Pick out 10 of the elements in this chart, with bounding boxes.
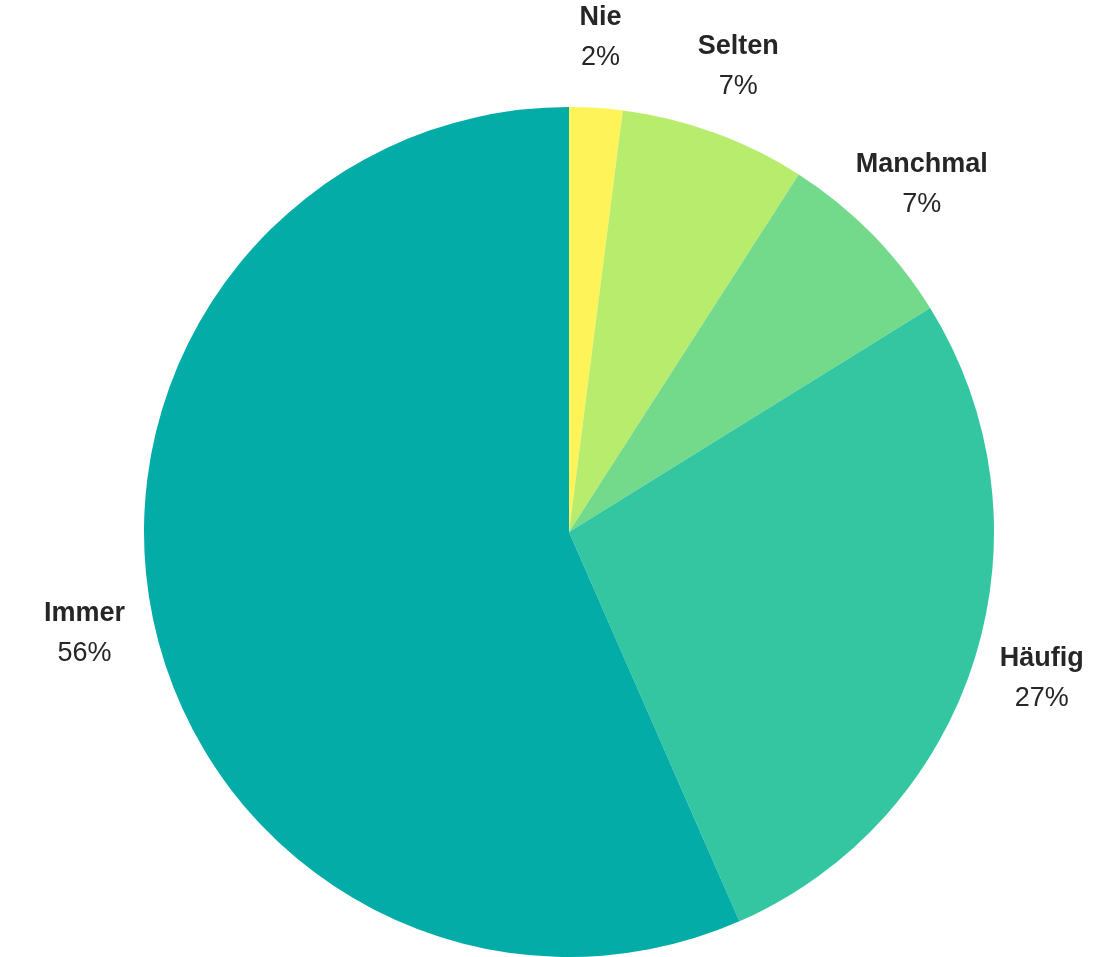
slice-label: Immer (43, 596, 126, 627)
data-label: 2% (580, 41, 620, 72)
data-label: 7% (718, 70, 758, 101)
slice-label: Manchmal (855, 148, 988, 179)
slice-label: Nie (579, 1, 622, 32)
data-label: 56% (57, 636, 112, 667)
slice-label: Selten (697, 30, 779, 61)
data-label: 7% (902, 188, 942, 219)
data-label: 27% (1014, 682, 1069, 713)
slice-label: Häufig (999, 642, 1084, 673)
